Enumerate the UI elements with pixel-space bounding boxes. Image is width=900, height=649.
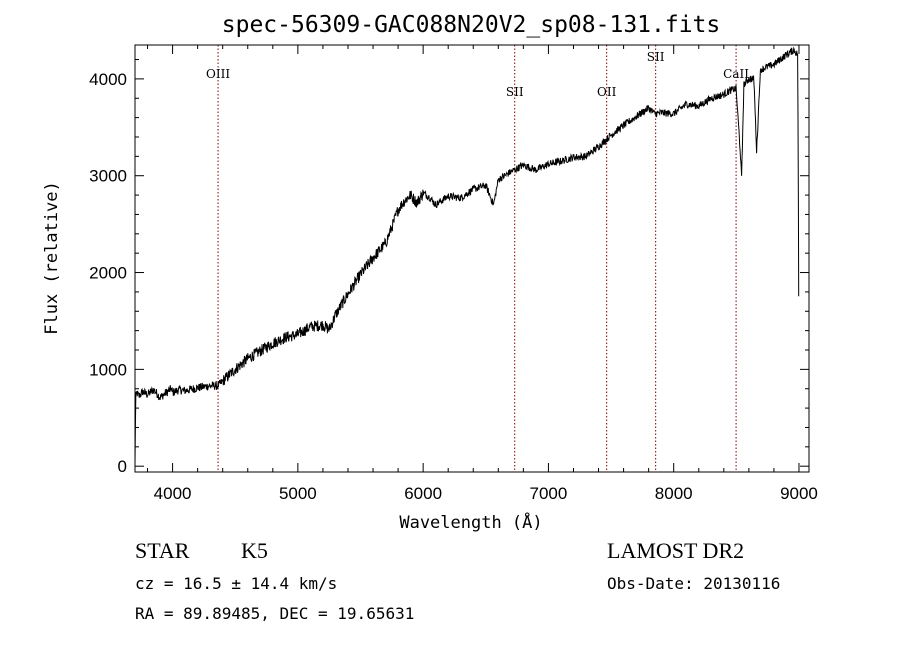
- y-tick-label: 3000: [89, 167, 127, 186]
- x-tick-label: 4000: [154, 484, 192, 503]
- coordinates: RA = 89.89485, DEC = 19.65631: [135, 604, 414, 623]
- object-subclass: K5: [241, 538, 268, 563]
- y-tick-label: 4000: [89, 70, 127, 89]
- x-tick-label: 6000: [404, 484, 442, 503]
- observation-date: Obs-Date: 20130116: [607, 574, 780, 593]
- y-tick-label: 1000: [89, 360, 127, 379]
- emission-line-label: SII: [647, 50, 665, 64]
- emission-line-label: CaII: [723, 67, 749, 81]
- emission-line-label: SII: [506, 85, 524, 99]
- emission-line-label: OII: [597, 85, 617, 99]
- survey-name: LAMOST DR2: [607, 538, 744, 563]
- series-layer: [134, 46, 800, 465]
- x-tick-label: 9000: [780, 484, 818, 503]
- line-marker-layer: OIII SII OII SII CaII: [206, 45, 749, 472]
- emission-line-label: OIII: [206, 67, 230, 81]
- object-class: STAR: [135, 538, 190, 563]
- y-axis-label: Flux (relative): [42, 181, 62, 335]
- tick-layer: 4000 5000 6000 7000 8000 9000 0 1000 2000 3000 400…: [89, 45, 818, 503]
- y-tick-label: 0: [118, 457, 127, 476]
- y-tick-label: 2000: [89, 264, 127, 283]
- chart-title: spec-56309-GAC088N20V2_sp08-131.fits: [222, 12, 721, 38]
- plot-frame: [134, 44, 810, 473]
- x-tick-label: 7000: [530, 484, 568, 503]
- spectrum-line: [134, 46, 800, 465]
- x-axis-label: Wavelength (Å): [399, 511, 542, 533]
- redshift-cz: cz = 16.5 ± 14.4 km/s: [135, 574, 337, 593]
- x-tick-label: 8000: [655, 484, 693, 503]
- x-tick-label: 5000: [279, 484, 317, 503]
